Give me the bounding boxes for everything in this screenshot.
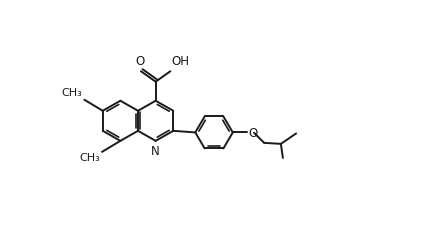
Text: OH: OH: [172, 55, 190, 68]
Text: CH₃: CH₃: [79, 153, 100, 164]
Text: O: O: [135, 55, 144, 68]
Text: CH₃: CH₃: [61, 88, 82, 98]
Text: O: O: [248, 127, 258, 140]
Text: N: N: [151, 145, 160, 158]
